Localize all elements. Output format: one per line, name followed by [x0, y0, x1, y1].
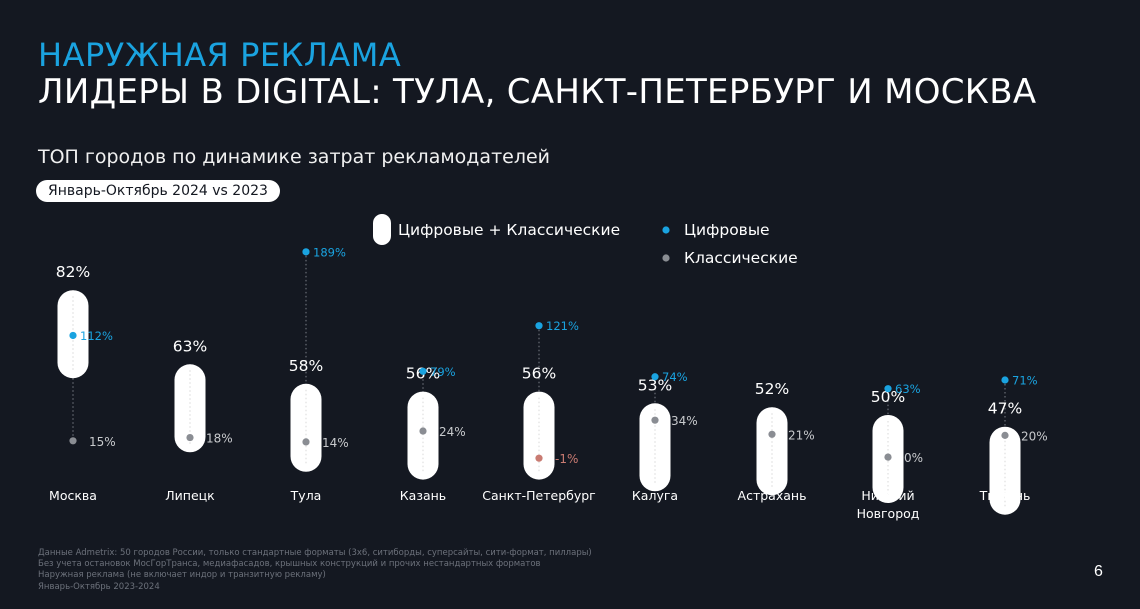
category-label: Москва: [49, 488, 97, 503]
total-label: 58%: [289, 357, 323, 375]
legend-pill-marker: [373, 214, 391, 245]
total-label: 50%: [871, 388, 905, 406]
total-pill: [639, 403, 671, 492]
total-pill: [523, 391, 555, 480]
classic-label: 20%: [1021, 429, 1048, 443]
classic-label: 14%: [322, 436, 349, 450]
legend-dot-classic: [662, 254, 670, 262]
digital-label: 189%: [313, 245, 346, 259]
classic-label: 21%: [788, 428, 815, 442]
digital-label: 112%: [80, 329, 113, 343]
legend-label-total: Цифровые + Классические: [398, 221, 620, 239]
period-badge: Январь-Октябрь 2024 vs 2023: [36, 180, 280, 202]
classic-point: [419, 427, 427, 435]
category-label: Тула: [290, 488, 322, 503]
digital-label: 121%: [546, 319, 579, 333]
title-line-2: ЛИДЕРЫ В DIGITAL: ТУЛА, САНКТ-ПЕТЕРБУРГ …: [38, 72, 1037, 112]
classic-label: 34%: [671, 414, 698, 428]
category-label: Тюмень: [979, 488, 1031, 503]
legend-label-digital: Цифровые: [684, 221, 770, 239]
total-pill: [989, 426, 1021, 515]
category-label: Липецк: [165, 488, 215, 503]
total-pill: [407, 391, 439, 480]
footnote-line: Наружная реклама (не включает индор и тр…: [38, 570, 326, 581]
digital-label: 79%: [430, 365, 456, 379]
category-label: Нижний Новгород: [857, 488, 920, 521]
classic-point: [1001, 431, 1009, 439]
classic-point: [884, 453, 892, 461]
digital-point: [651, 373, 659, 381]
total-pill: [756, 407, 788, 496]
title-line-1: НАРУЖНАЯ РЕКЛАМА: [38, 36, 402, 74]
classic-point: [186, 433, 194, 442]
classic-label: 0%: [904, 451, 923, 465]
category-label: Казань: [400, 488, 446, 503]
classic-label: 24%: [439, 425, 466, 439]
total-label: 82%: [56, 263, 90, 281]
digital-label: 74%: [662, 370, 688, 384]
total-label: 47%: [988, 400, 1022, 418]
total-pill: [174, 364, 206, 453]
classic-point: [302, 438, 310, 446]
legend-label-classic: Классические: [684, 249, 798, 267]
category-label: Калуга: [632, 488, 678, 503]
total-pill: [290, 383, 322, 472]
classic-point: [535, 454, 543, 462]
page-number: 6: [1094, 563, 1103, 580]
footnote-line: Без учета остановок МосГорТранса, медиаф…: [38, 559, 541, 570]
classic-point: [69, 437, 77, 445]
category-label: Астрахань: [738, 488, 807, 503]
footnote: Данные Admetrix: 50 городов России, толь…: [38, 548, 592, 593]
total-label: 56%: [522, 365, 556, 383]
footnote-line: Январь-Октябрь 2023-2024: [38, 581, 160, 592]
classic-point: [651, 416, 659, 424]
classic-label: 18%: [206, 432, 233, 446]
digital-point: [1001, 376, 1009, 384]
chart-subtitle: ТОП городов по динамике затрат рекламода…: [38, 146, 551, 168]
digital-point: [419, 367, 427, 375]
digital-point: [302, 248, 310, 256]
category-label: Санкт-Петербург: [482, 488, 596, 503]
footnote-line: Данные Admetrix: 50 городов России, толь…: [38, 548, 592, 558]
classic-label: -1%: [555, 452, 578, 466]
digital-label: 71%: [1012, 373, 1038, 387]
legend-dot-digital: [662, 226, 670, 234]
total-label: 63%: [173, 337, 207, 355]
total-label: 52%: [755, 380, 789, 398]
classic-point: [768, 430, 776, 438]
digital-label: 63%: [895, 382, 921, 396]
classic-label: 15%: [89, 435, 116, 449]
digital-point: [884, 385, 892, 393]
digital-point: [535, 322, 543, 330]
digital-point: [69, 331, 77, 340]
total-label: 53%: [638, 376, 672, 394]
